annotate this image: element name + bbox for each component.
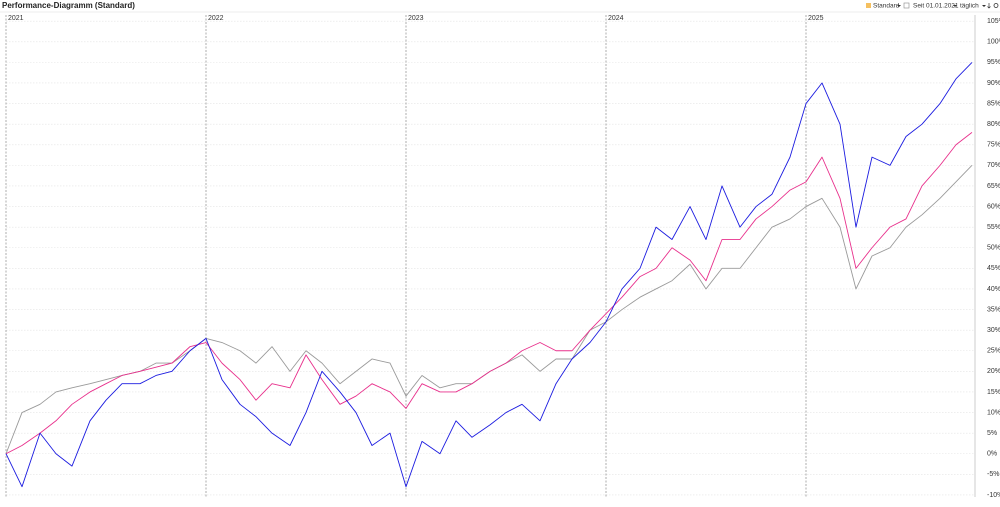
- x-tick-label: 2021: [8, 15, 24, 22]
- interval-select[interactable]: täglich: [960, 3, 979, 10]
- y-tick-label: 55%: [987, 224, 1000, 231]
- y-tick-label: 40%: [987, 286, 1000, 293]
- period-select[interactable]: Seit 01.01.2021: [913, 3, 959, 10]
- y-tick-label: -5%: [987, 471, 999, 478]
- plot: [5, 62, 973, 488]
- dropdown-arrow[interactable]: [897, 5, 901, 7]
- chart-title: Performance-Diagramm (Standard): [2, 1, 135, 10]
- profile-select[interactable]: Standard: [873, 3, 900, 10]
- y-tick-label: 85%: [987, 100, 1000, 107]
- settings-icon[interactable]: [993, 3, 999, 8]
- x-tick-label: 2022: [208, 15, 224, 22]
- y-tick-label: 75%: [987, 142, 1000, 149]
- y-tick-label: 0%: [987, 451, 997, 458]
- dropdown-arrow[interactable]: [953, 5, 957, 7]
- y-tick-label: 45%: [987, 265, 1000, 272]
- y-tick-label: 95%: [987, 59, 1000, 66]
- y-tick-label: 25%: [987, 348, 1000, 355]
- grid: -10% -5% 0% 5% 10% 15% 20% 25% 30% 35% 40% 45% 50% 55…: [5, 15, 1000, 499]
- x-tick-label: 2025: [808, 15, 824, 22]
- y-tick-label: 60%: [987, 203, 1000, 210]
- dropdown-arrow[interactable]: [982, 5, 986, 7]
- y-tick-label: 30%: [987, 327, 1000, 334]
- y-tick-label: 80%: [987, 121, 1000, 128]
- y-tick-label: 90%: [987, 80, 1000, 87]
- y-tick-label: -10%: [987, 492, 1000, 499]
- y-tick-label: 20%: [987, 368, 1000, 375]
- y-tick-label: 10%: [987, 409, 1000, 416]
- y-tick-label: 5%: [987, 430, 997, 437]
- y-tick-label: 105%: [987, 18, 1000, 25]
- y-tick-label: 35%: [987, 306, 1000, 313]
- calendar-icon: [903, 2, 910, 9]
- series-line: [5, 62, 973, 488]
- x-tick-label: 2024: [608, 15, 624, 22]
- y-tick-label: 65%: [987, 183, 1000, 190]
- y-tick-label: 50%: [987, 245, 1000, 252]
- x-tick-label: 2023: [408, 15, 424, 22]
- standard-icon: [866, 3, 871, 8]
- y-tick-label: 70%: [987, 162, 1000, 169]
- y-tick-label: 15%: [987, 389, 1000, 396]
- series-line: [5, 132, 973, 455]
- y-tick-label: 100%: [987, 39, 1000, 46]
- download-icon[interactable]: [987, 3, 991, 9]
